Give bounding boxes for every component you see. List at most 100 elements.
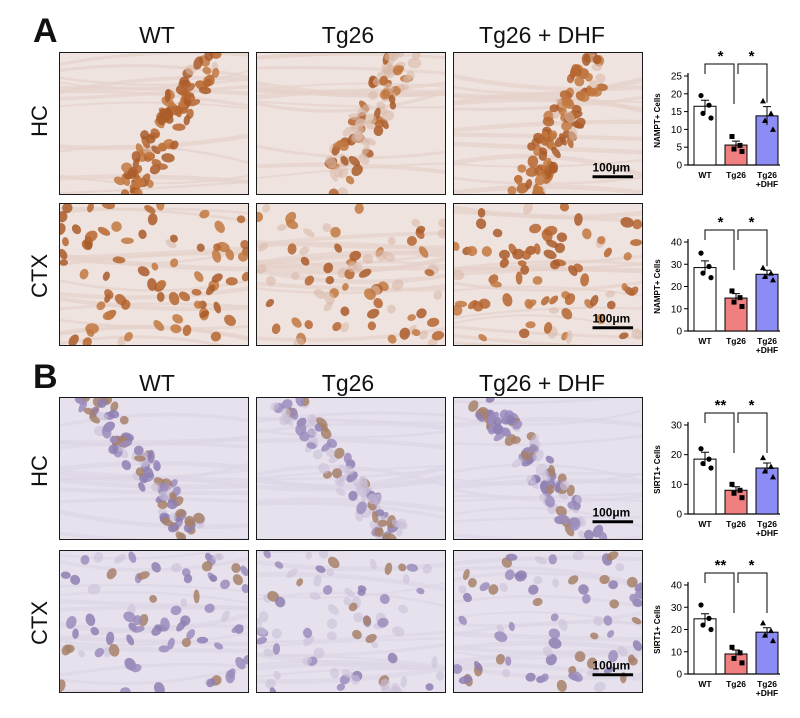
x-tick-label: Tg26	[726, 170, 746, 180]
data-point	[770, 276, 776, 283]
data-point	[700, 622, 706, 628]
y-tick-label: 0	[676, 161, 682, 172]
data-point	[737, 487, 743, 493]
error-bar	[701, 613, 709, 624]
data-point	[708, 465, 714, 471]
scale-bar-label: 100μm	[593, 160, 631, 174]
scale-bar-label: 100μm	[593, 311, 631, 325]
y-tick-label: 40	[671, 238, 683, 249]
micrograph-a-ctx-tg26-dhf: 100μm	[453, 203, 643, 346]
micrograph-a-hc-tg26-dhf: 100μm	[453, 52, 643, 195]
data-point	[700, 270, 706, 276]
scale-bar	[592, 175, 634, 179]
micrograph-b-hc-tg26-dhf: 100μm	[453, 397, 643, 540]
x-tick-label: Tg26	[757, 170, 777, 180]
x-tick-label: +DHF	[756, 345, 778, 355]
error-bar	[701, 99, 709, 113]
micrograph-a-hc-wt	[59, 52, 249, 195]
y-tick-label: 0	[676, 670, 682, 681]
scale-bar	[592, 673, 634, 677]
data-point	[706, 102, 712, 108]
data-point	[760, 264, 766, 271]
data-point	[739, 495, 745, 501]
y-tick-label: 0	[676, 327, 682, 338]
micrograph-b-ctx-tg26	[256, 550, 446, 693]
y-tick-label: 20	[671, 282, 683, 293]
y-tick-label: 10	[671, 647, 683, 658]
y-tick-label: 30	[671, 421, 683, 432]
micrograph-b-hc-wt	[59, 397, 249, 540]
data-point	[729, 481, 735, 487]
significance-bracket	[737, 412, 768, 453]
significance-bracket	[737, 63, 768, 103]
scale-bar-label: 100μm	[593, 658, 631, 672]
data-point	[760, 454, 766, 461]
data-point	[760, 97, 766, 104]
significance-label: *	[718, 214, 724, 231]
significance-bracket	[704, 412, 735, 453]
data-point	[768, 627, 774, 634]
data-point	[768, 110, 774, 116]
data-point	[698, 92, 704, 99]
y-axis-label: SIRT1+ Cells	[653, 605, 662, 654]
significance-label: **	[715, 557, 727, 574]
data-point	[729, 644, 735, 650]
x-tick-label: Tg26	[726, 519, 746, 529]
x-tick-label: Tg26	[726, 679, 746, 689]
data-point	[770, 473, 776, 480]
panel-letter-b: B	[33, 358, 58, 396]
column-header-tg26-dhf-b: Tg26 + DHF	[479, 370, 605, 396]
x-tick-label: WT	[698, 170, 712, 180]
scale-bar	[592, 326, 634, 330]
significance-label: **	[715, 397, 727, 414]
y-tick-label: 15	[671, 107, 683, 118]
chart-sirt1-hc: SIRT1+ Cells 0 10 20 30 WT Tg26 Tg26 +DHF ** *	[648, 393, 798, 553]
y-tick-label: 30	[671, 603, 683, 614]
column-header-tg26-a: Tg26	[321, 22, 375, 48]
y-tick-label: 20	[671, 450, 683, 461]
data-point	[708, 115, 714, 121]
significance-bracket	[737, 572, 768, 613]
data-point	[706, 615, 712, 621]
data-point	[768, 463, 774, 470]
data-point	[698, 602, 704, 608]
data-point	[739, 660, 745, 666]
data-point	[731, 655, 737, 661]
y-tick-label: 0	[676, 510, 682, 521]
error-bar	[763, 462, 771, 474]
error-bar	[763, 627, 771, 637]
data-point	[768, 270, 774, 276]
data-point	[762, 467, 768, 474]
significance-bracket	[704, 572, 735, 613]
x-tick-label: Tg26	[757, 679, 777, 689]
y-tick-label: 10	[671, 304, 683, 315]
x-tick-label: +DHF	[756, 179, 778, 189]
row-label-hc-b: HC	[27, 455, 52, 487]
data-point	[731, 299, 737, 305]
y-axis-label: SIRT1+ Cells	[653, 445, 662, 494]
data-point	[700, 110, 706, 116]
data-point	[737, 650, 743, 656]
y-tick-label: 10	[671, 125, 683, 136]
row-label-ctx-b: CTX	[27, 601, 52, 645]
x-tick-label: Tg26	[726, 336, 746, 346]
bar	[755, 273, 779, 332]
bar	[755, 631, 779, 675]
panel-letter-a: A	[33, 12, 58, 50]
y-axis-label: NAMPT+ Cells	[653, 259, 662, 314]
data-point	[698, 250, 704, 256]
significance-bracket	[704, 63, 735, 104]
chart-nampt-hc: NAMPT+ Cells 0 5 10 15 20 25 WT Tg26 Tg26 +DHF * *	[648, 44, 798, 204]
row-label-hc-a: HC	[27, 105, 52, 137]
data-point	[731, 490, 737, 496]
micrograph-b-hc-tg26	[256, 397, 446, 540]
x-tick-label: Tg26	[757, 519, 777, 529]
y-tick-label: 20	[671, 89, 683, 100]
data-point	[708, 626, 714, 633]
bar	[693, 105, 717, 166]
data-point	[760, 619, 766, 626]
data-point	[708, 275, 714, 281]
significance-bracket	[737, 229, 768, 267]
data-point	[770, 637, 776, 644]
data-point	[739, 148, 745, 154]
